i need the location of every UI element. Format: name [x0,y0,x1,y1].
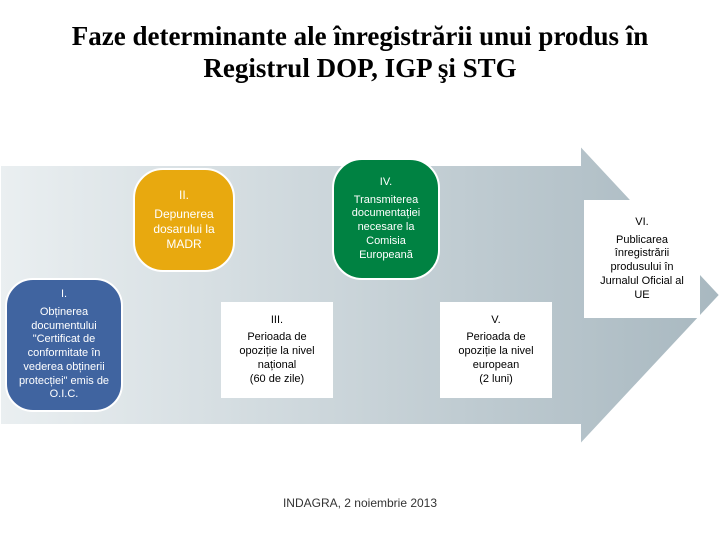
phase-1-body: Obținerea documentului "Certificat de co… [15,306,113,402]
phase-3-roman: III. [271,314,283,328]
slide: Faze determinante ale înregistrării unui… [0,0,720,540]
phase-2-roman: II. [179,188,189,203]
phase-6-roman: VI. [635,216,648,230]
phase-4-roman: IV. [380,176,392,190]
phase-5-card: V. Perioada de opoziție la nivel europea… [440,302,552,398]
phase-6-body: Publicarea înregistrării produsului în J… [594,234,690,303]
phase-4-body: Transmiterea documentației necesare la C… [342,194,430,263]
phase-5-roman: V. [491,314,500,328]
phase-1-card: I. Obținerea documentului "Certificat de… [5,278,123,412]
phase-5-body: Perioada de opoziție la nivel european(2… [450,331,542,386]
phase-2-body: Depunerea dosarului la MADR [143,207,225,252]
phase-2-card: II. Depunerea dosarului la MADR [133,168,235,272]
phase-6-card: VI. Publicarea înregistrării produsului … [584,200,700,318]
footer-text: INDAGRA, 2 noiembrie 2013 [0,496,720,510]
phase-4-card: IV. Transmiterea documentației necesare … [332,158,440,280]
slide-title: Faze determinante ale înregistrării unui… [40,20,680,85]
phase-3-body: Perioada de opoziție la nivel național(6… [231,331,323,386]
phase-3-card: III. Perioada de opoziție la nivel națio… [221,302,333,398]
phase-1-roman: I. [61,288,67,302]
